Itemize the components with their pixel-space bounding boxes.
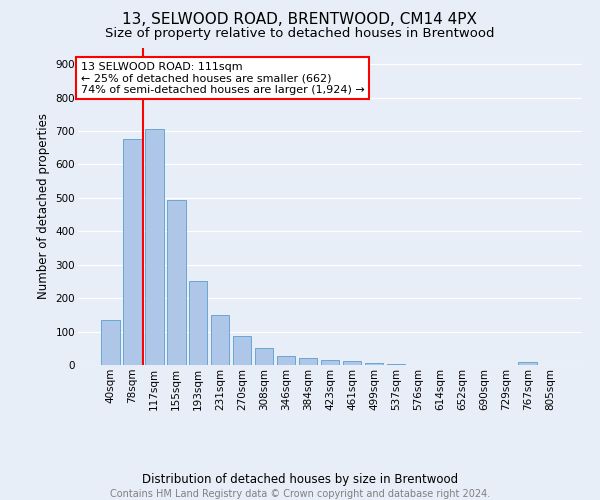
Bar: [320, 360, 340, 365]
Bar: [343, 362, 361, 365]
Bar: [365, 364, 383, 365]
Text: 13, SELWOOD ROAD, BRENTWOOD, CM14 4PX: 13, SELWOOD ROAD, BRENTWOOD, CM14 4PX: [122, 12, 478, 28]
Bar: [123, 140, 142, 365]
Bar: [299, 358, 317, 365]
Text: 13 SELWOOD ROAD: 111sqm
← 25% of detached houses are smaller (662)
74% of semi-d: 13 SELWOOD ROAD: 111sqm ← 25% of detache…: [80, 62, 364, 95]
Bar: [189, 281, 208, 365]
Y-axis label: Number of detached properties: Number of detached properties: [37, 114, 50, 299]
Bar: [145, 129, 164, 365]
Bar: [386, 364, 405, 365]
Bar: [211, 315, 229, 365]
Bar: [101, 320, 119, 365]
Bar: [255, 348, 274, 365]
Bar: [518, 362, 537, 365]
Bar: [277, 356, 295, 365]
Bar: [233, 336, 251, 365]
Text: Distribution of detached houses by size in Brentwood: Distribution of detached houses by size …: [142, 472, 458, 486]
Text: Size of property relative to detached houses in Brentwood: Size of property relative to detached ho…: [105, 28, 495, 40]
Text: Contains HM Land Registry data © Crown copyright and database right 2024.
Contai: Contains HM Land Registry data © Crown c…: [88, 489, 512, 500]
Bar: [167, 200, 185, 365]
